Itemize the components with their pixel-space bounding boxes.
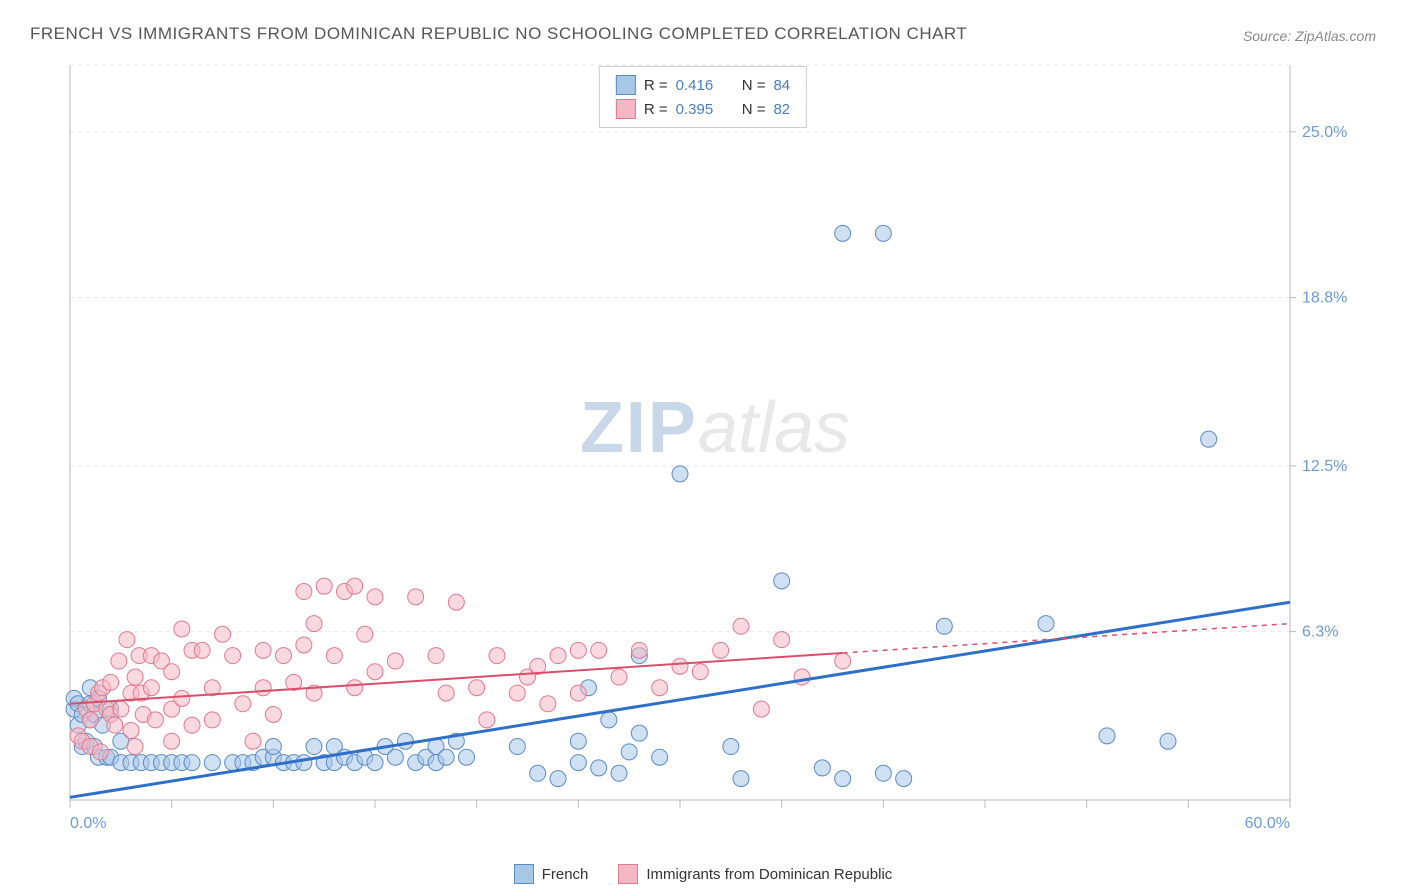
- svg-text:12.5%: 12.5%: [1302, 458, 1347, 475]
- scatter-chart: 0.0% 60.0% 6.3% 12.5% 18.8% 25.0%: [60, 60, 1370, 860]
- legend-label: Immigrants from Dominican Republic: [646, 866, 892, 883]
- svg-text:18.8%: 18.8%: [1302, 290, 1347, 307]
- legend-swatch: [616, 99, 636, 119]
- legend-swatch: [514, 864, 534, 884]
- svg-text:60.0%: 60.0%: [1245, 815, 1290, 832]
- chart-area: ZIPatlas 0.0%60.0%6.3%12.5%18.8%25.0%: [60, 60, 1370, 860]
- source-label: Source:: [1243, 28, 1295, 44]
- svg-text:0.0%: 0.0%: [70, 815, 106, 832]
- series-legend: French Immigrants from Dominican Republic: [0, 864, 1406, 884]
- source-link[interactable]: ZipAtlas.com: [1295, 28, 1376, 44]
- legend-stats-row: R = 0.416 N = 84: [616, 73, 790, 97]
- legend-swatch: [616, 75, 636, 95]
- legend-swatch: [618, 864, 638, 884]
- chart-title: FRENCH VS IMMIGRANTS FROM DOMINICAN REPU…: [30, 24, 967, 44]
- legend-label: French: [542, 866, 589, 883]
- source-credit: Source: ZipAtlas.com: [1243, 28, 1376, 44]
- legend-item: French: [514, 864, 589, 884]
- legend-stats-row: R = 0.395 N = 82: [616, 97, 790, 121]
- correlation-legend: R = 0.416 N = 84R = 0.395 N = 82: [599, 66, 807, 128]
- svg-text:25.0%: 25.0%: [1302, 124, 1347, 141]
- svg-text:6.3%: 6.3%: [1302, 624, 1338, 641]
- legend-item: Immigrants from Dominican Republic: [618, 864, 892, 884]
